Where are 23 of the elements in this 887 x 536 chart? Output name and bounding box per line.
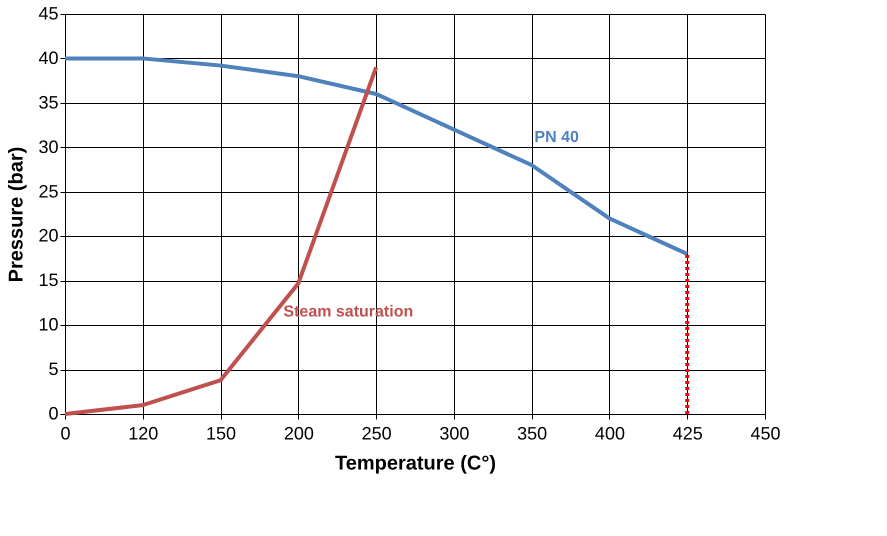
y-tick-label: 25 [38,181,58,202]
y-tick-label: 5 [48,359,58,380]
y-tick-label: 35 [38,92,58,112]
x-tick-label: 350 [517,424,548,444]
x-tick-label: 120 [128,424,158,444]
x-tick-label: 400 [594,424,625,444]
y-tick-label: 20 [38,226,58,246]
y-tick-label: 0 [48,404,58,424]
x-tick-label: 200 [284,424,314,444]
y-tick-label: 30 [38,136,58,157]
x-tick-label: 250 [362,424,392,444]
x-axis-title: Temperature (C°) [335,452,496,474]
y-axis-title: Pressure (bar) [5,146,28,282]
x-tick-label: 300 [439,424,470,444]
x-tick-label: 450 [750,424,781,444]
x-tick-label: 150 [206,424,236,444]
y-tick-label: 40 [38,48,58,68]
y-tick-label: 10 [38,314,58,335]
line-series [63,56,690,256]
series-label: PN 40 [534,129,580,146]
x-tick-label: 425 [672,424,703,444]
y-tick-label: 15 [38,270,58,290]
y-tick-label: 45 [38,4,58,24]
